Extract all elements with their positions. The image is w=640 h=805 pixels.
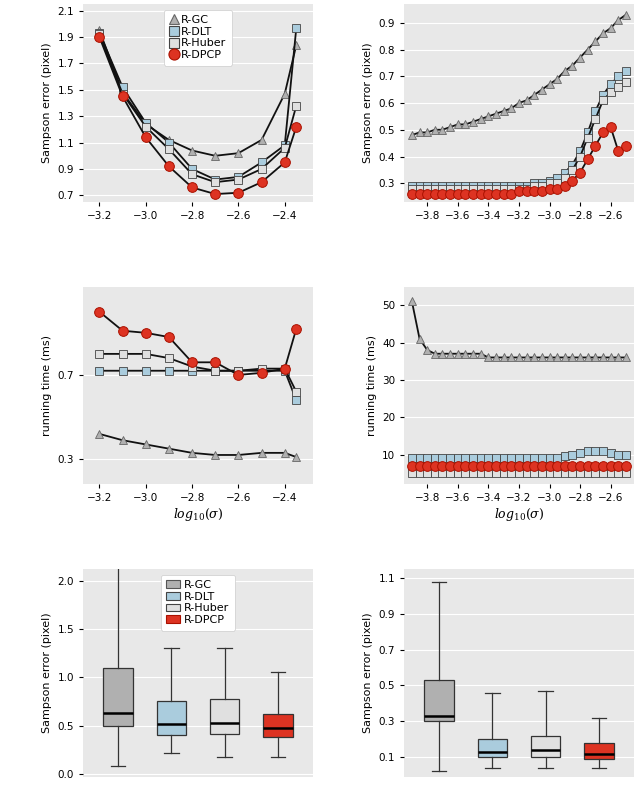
PathPatch shape [584, 743, 614, 759]
Y-axis label: Sampson error (pixel): Sampson error (pixel) [363, 43, 373, 163]
PathPatch shape [477, 739, 507, 758]
PathPatch shape [157, 701, 186, 735]
PathPatch shape [103, 667, 132, 725]
Y-axis label: Sampson error (pixel): Sampson error (pixel) [363, 613, 373, 733]
Legend: R-GC, R-DLT, R-Huber, R-DPCP: R-GC, R-DLT, R-Huber, R-DPCP [161, 575, 235, 630]
PathPatch shape [531, 736, 560, 758]
Y-axis label: Sampson error (pixel): Sampson error (pixel) [42, 613, 52, 733]
Y-axis label: running time (ms): running time (ms) [367, 335, 376, 436]
PathPatch shape [210, 700, 239, 734]
X-axis label: $log_{10}(\sigma)$: $log_{10}(\sigma)$ [173, 506, 223, 523]
PathPatch shape [424, 680, 454, 721]
X-axis label: $log_{10}(\sigma)$: $log_{10}(\sigma)$ [493, 506, 544, 523]
Y-axis label: running time (ms): running time (ms) [42, 335, 52, 436]
PathPatch shape [263, 714, 292, 737]
Y-axis label: Sampson error (pixel): Sampson error (pixel) [42, 43, 52, 163]
Legend: R-GC, R-DLT, R-Huber, R-DPCP: R-GC, R-DLT, R-Huber, R-DPCP [164, 10, 232, 66]
